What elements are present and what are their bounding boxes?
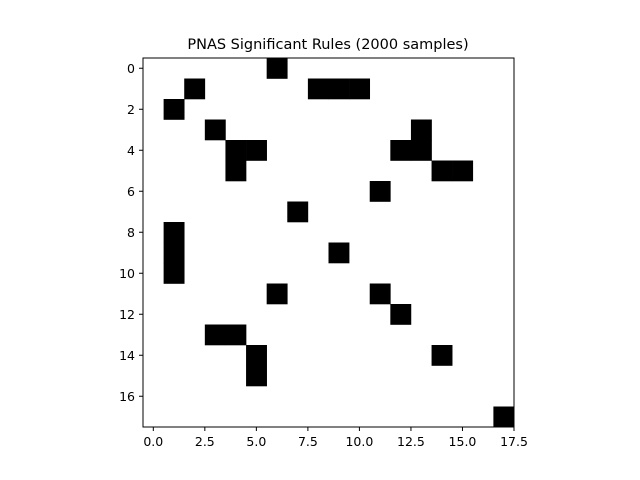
- y-tick-label: 6: [127, 184, 135, 199]
- heatmap-cell: [349, 78, 371, 100]
- heatmap-cell: [246, 140, 267, 161]
- y-tick-label: 4: [127, 143, 135, 158]
- heatmap-cell: [163, 99, 185, 120]
- x-tick-label: 2.5: [195, 434, 215, 449]
- heatmap-cell: [493, 406, 515, 428]
- heatmap-cell: [163, 242, 185, 264]
- x-tick-label: 17.5: [500, 434, 528, 449]
- heatmap-cell: [431, 345, 453, 366]
- heatmap-cell: [390, 140, 412, 161]
- y-tick-label: 0: [127, 61, 135, 76]
- heatmap-cell: [307, 78, 329, 100]
- x-tick-label: 0.0: [143, 434, 163, 449]
- heatmap-cells: [163, 58, 515, 428]
- heatmap-cell: [163, 222, 185, 243]
- heatmap-cell: [452, 160, 474, 182]
- heatmap-cell: [225, 140, 247, 161]
- y-tick-label: 14: [119, 348, 135, 363]
- x-axis: 0.0 2.5 5.0 7.5 10.0 12.5 15.0 17.5: [143, 427, 528, 449]
- heatmap-cell: [410, 140, 432, 161]
- heatmap-cell: [204, 324, 226, 346]
- heatmap-cell: [184, 78, 206, 100]
- x-tick-label: 12.5: [397, 434, 425, 449]
- heatmap-cell: [225, 324, 247, 346]
- x-tick-label: 7.5: [298, 434, 318, 449]
- heatmap-cell: [246, 365, 267, 387]
- heatmap-cell: [369, 283, 391, 305]
- heatmap-cell: [246, 345, 267, 366]
- heatmap-cell: [266, 283, 288, 305]
- heatmap-cell: [328, 78, 350, 100]
- y-tick-label: 10: [119, 266, 135, 281]
- heatmap-cell: [390, 304, 412, 325]
- y-tick-label: 2: [127, 102, 135, 117]
- heatmap-cell: [266, 58, 288, 79]
- x-tick-label: 5.0: [246, 434, 266, 449]
- plot-frame: [142, 57, 515, 428]
- heatmap-cell: [163, 263, 185, 284]
- heatmap-cell: [410, 119, 432, 141]
- y-tick-label: 12: [119, 307, 135, 322]
- chart-title: PNAS Significant Rules (2000 samples): [187, 37, 468, 53]
- heatmap-cell: [369, 181, 391, 202]
- heatmap-cell: [328, 242, 350, 264]
- x-tick-label: 10.0: [345, 434, 373, 449]
- y-tick-label: 16: [119, 389, 135, 404]
- y-tick-label: 8: [127, 225, 135, 240]
- x-tick-label: 15.0: [449, 434, 477, 449]
- heatmap-cell: [204, 119, 226, 141]
- heatmap-cell: [225, 160, 247, 182]
- heatmap-cell: [431, 160, 453, 182]
- y-axis: 0 2 4 6 8 10 12 14 16: [119, 61, 143, 404]
- heatmap-cell: [287, 201, 309, 223]
